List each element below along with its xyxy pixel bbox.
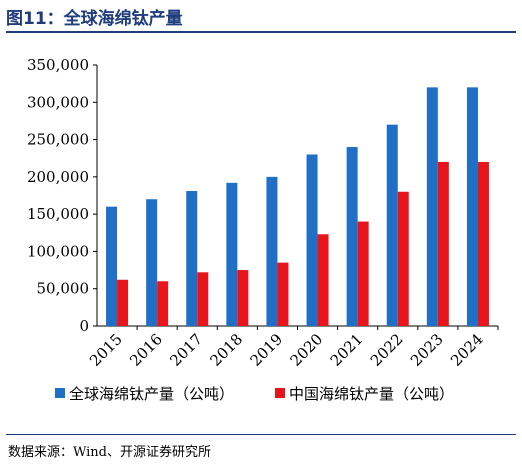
x-tick-label: 2021	[327, 330, 367, 370]
y-tick-label: 50,000	[37, 280, 90, 298]
y-tick-label: 150,000	[27, 205, 89, 223]
legend-label-global: 全球海绵钛产量（公吨）	[69, 385, 234, 403]
bar-global-2016	[146, 199, 158, 326]
bar-china-2021	[357, 221, 369, 326]
bar-china-2024	[477, 161, 489, 326]
legend-swatch-global	[55, 388, 65, 398]
x-tick-label: 2023	[407, 330, 447, 370]
bar-global-2017	[186, 191, 198, 326]
bar-china-2015	[117, 279, 129, 326]
legend-swatch-china	[275, 388, 285, 398]
bar-china-2022	[397, 191, 409, 326]
bar-global-2022	[386, 124, 398, 327]
bar-global-2024	[466, 87, 478, 326]
source-rule	[6, 434, 516, 435]
legend-label-china: 中国海绵钛产量（公吨）	[289, 385, 454, 403]
x-tick-label: 2019	[247, 330, 287, 370]
y-tick-label: 200,000	[27, 168, 89, 186]
x-tick-label: 2024	[447, 330, 487, 370]
bar-china-2016	[157, 281, 169, 326]
figure-title: 图11：全球海绵钛产量	[6, 9, 183, 29]
x-tick-label: 2015	[86, 330, 126, 370]
bar-china-2018	[237, 270, 249, 326]
bar-chart: 0 50,000 100,000 150,000 200,000 250,000 300,0…	[27, 56, 499, 403]
y-tick-label: 100,000	[27, 242, 89, 260]
x-tick-label: 2022	[367, 330, 407, 370]
x-tick-label: 2016	[126, 330, 166, 370]
bar-global-2020	[306, 154, 318, 326]
x-tick-label: 2020	[287, 330, 327, 370]
y-tick-label: 300,000	[27, 93, 89, 111]
bar-global-2015	[106, 206, 118, 326]
bar-global-2019	[266, 176, 278, 326]
bar-china-2020	[317, 234, 329, 326]
x-tick-label: 2018	[206, 330, 246, 370]
bar-china-2019	[277, 262, 289, 326]
bar-global-2023	[426, 87, 438, 326]
bar-china-2023	[437, 161, 449, 326]
y-tick-label: 0	[79, 317, 89, 335]
bar-china-2017	[197, 272, 209, 326]
title-rule	[6, 31, 516, 33]
y-tick-label: 350,000	[27, 56, 89, 74]
bar-global-2021	[346, 147, 358, 326]
y-tick-label: 250,000	[27, 131, 89, 149]
bar-global-2018	[226, 182, 238, 326]
x-tick-label: 2017	[166, 330, 206, 370]
source-note: 数据来源：Wind、开源证券研究所	[8, 445, 211, 460]
